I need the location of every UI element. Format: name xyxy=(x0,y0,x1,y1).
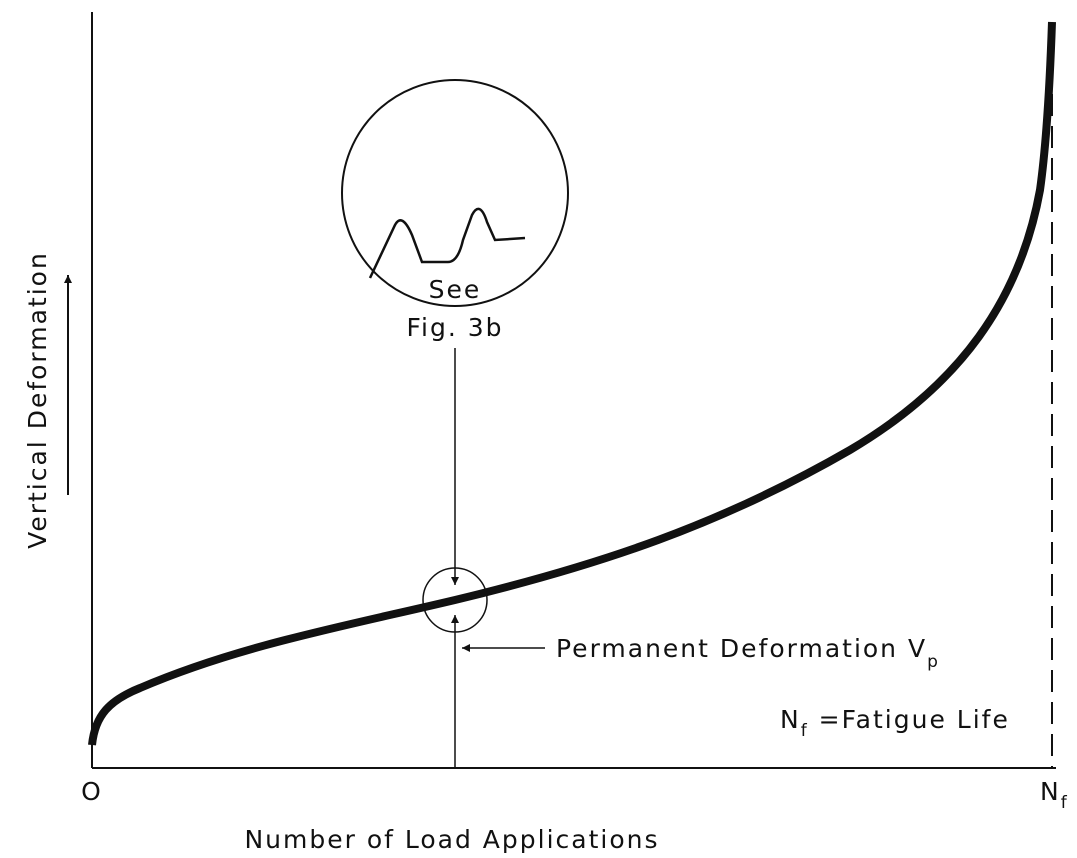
y-axis-label: Vertical Deformation xyxy=(23,251,52,549)
legend-sub: f xyxy=(801,721,809,741)
origin-label: O xyxy=(81,777,103,806)
callout-circle xyxy=(341,79,569,307)
annotation-text: Permanent Deformation V xyxy=(556,634,927,663)
x-axis-label: Number of Load Applications xyxy=(244,825,659,854)
deformation-curve xyxy=(88,21,1056,746)
legend-rest: =Fatigue Life xyxy=(809,705,1010,734)
wave-icon xyxy=(368,207,526,279)
end-main: N xyxy=(1040,777,1061,806)
end-label: Nf xyxy=(1040,777,1069,813)
legend-text: N xyxy=(780,705,801,734)
callout-text: Fig. 3b xyxy=(406,313,503,342)
end-sub: f xyxy=(1061,793,1069,813)
callout-text: See xyxy=(429,275,482,304)
annotation-sub: p xyxy=(927,652,940,672)
annotation: Permanent Deformation Vp xyxy=(556,634,940,672)
legend: Nf =Fatigue Life xyxy=(780,705,1010,741)
